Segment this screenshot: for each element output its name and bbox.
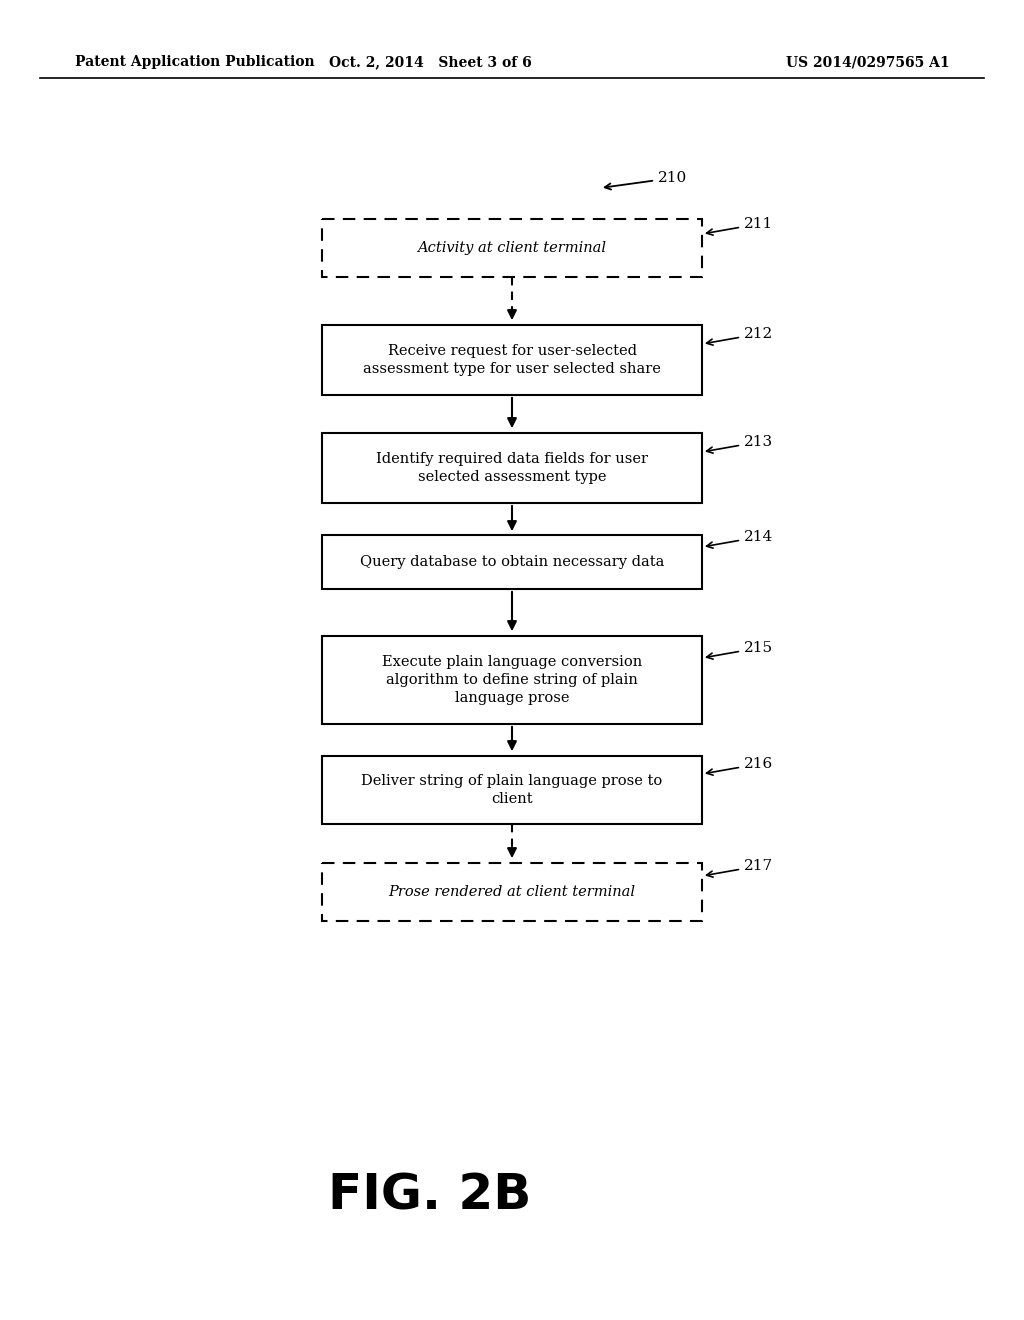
Text: 215: 215 [707,642,773,659]
Text: 214: 214 [707,531,773,548]
Text: Prose rendered at client terminal: Prose rendered at client terminal [388,884,636,899]
Text: 217: 217 [707,859,773,876]
Text: 213: 213 [707,436,773,453]
Text: Receive request for user-selected
assessment type for user selected share: Receive request for user-selected assess… [364,343,660,376]
Text: Identify required data fields for user
selected assessment type: Identify required data fields for user s… [376,451,648,484]
Bar [322,863,702,921]
Text: Execute plain language conversion
algorithm to define string of plain
language p: Execute plain language conversion algori… [382,655,642,705]
Bar [322,535,702,589]
Text: 210: 210 [605,172,687,190]
Text: Query database to obtain necessary data: Query database to obtain necessary data [359,554,665,569]
Bar [322,325,702,395]
Bar [322,219,702,277]
Bar [322,756,702,824]
Text: 216: 216 [707,756,773,775]
Bar [322,433,702,503]
Text: FIG. 2B: FIG. 2B [329,1171,531,1218]
Text: Deliver string of plain language prose to
client: Deliver string of plain language prose t… [361,774,663,807]
Text: US 2014/0297565 A1: US 2014/0297565 A1 [786,55,950,69]
Text: Patent Application Publication: Patent Application Publication [75,55,314,69]
Text: 212: 212 [707,327,773,345]
Text: Oct. 2, 2014   Sheet 3 of 6: Oct. 2, 2014 Sheet 3 of 6 [329,55,531,69]
Text: Activity at client terminal: Activity at client terminal [418,242,606,255]
Text: 211: 211 [707,216,773,235]
Bar [322,636,702,723]
